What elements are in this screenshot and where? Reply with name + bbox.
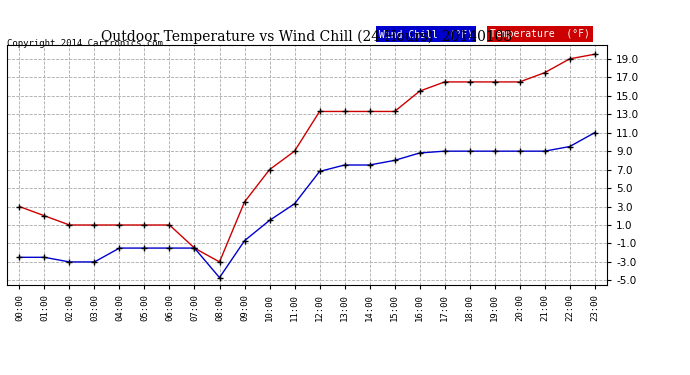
Title: Outdoor Temperature vs Wind Chill (24 Hours)  20140103: Outdoor Temperature vs Wind Chill (24 Ho… <box>101 30 513 44</box>
Text: Wind Chill  (°F): Wind Chill (°F) <box>379 29 473 39</box>
Text: Temperature  (°F): Temperature (°F) <box>490 29 590 39</box>
Text: Copyright 2014 Cartronics.com: Copyright 2014 Cartronics.com <box>7 39 163 48</box>
